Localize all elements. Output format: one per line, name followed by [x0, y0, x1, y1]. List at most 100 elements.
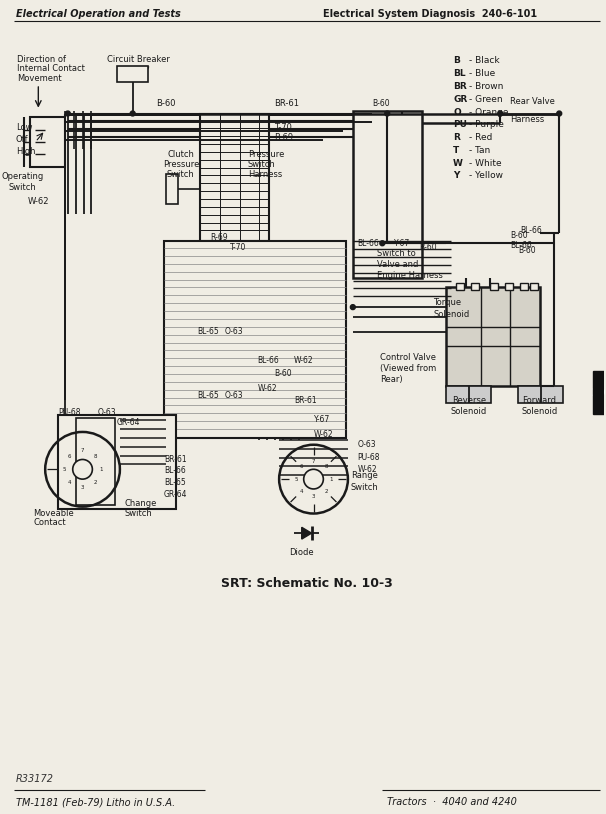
Text: Operating
Switch: Operating Switch: [1, 173, 44, 192]
Text: R: R: [453, 133, 460, 142]
Text: Solenoid: Solenoid: [451, 407, 487, 417]
Text: - Blue: - Blue: [469, 69, 495, 78]
Text: SRT: Schematic No. 10-3: SRT: Schematic No. 10-3: [221, 577, 393, 590]
Text: TM-1181 (Feb-79) Litho in U.S.A.: TM-1181 (Feb-79) Litho in U.S.A.: [16, 798, 175, 807]
Text: Torque: Torque: [433, 298, 462, 307]
Bar: [76, 418, 115, 505]
Text: BR-61: BR-61: [274, 98, 299, 107]
Circle shape: [385, 111, 390, 116]
Text: 2: 2: [94, 480, 98, 485]
Circle shape: [73, 459, 92, 479]
Text: Control Valve: Control Valve: [381, 353, 436, 362]
Text: Switch to: Switch to: [378, 249, 416, 258]
Bar: [245, 174, 262, 214]
Text: - Tan: - Tan: [469, 146, 490, 155]
Bar: [117, 66, 148, 82]
Circle shape: [65, 111, 70, 116]
Text: O: O: [453, 107, 461, 116]
Bar: [353, 111, 422, 278]
Text: BL-65: BL-65: [164, 478, 186, 487]
Text: W-62: W-62: [258, 383, 277, 393]
Bar: [446, 287, 539, 386]
Text: 8: 8: [94, 453, 98, 458]
Text: 3: 3: [81, 485, 84, 491]
Bar: [520, 282, 528, 291]
Bar: [518, 386, 563, 404]
Text: Range: Range: [351, 471, 378, 480]
Text: PU-68: PU-68: [58, 409, 81, 418]
Text: 2: 2: [324, 489, 328, 494]
Bar: [446, 386, 491, 404]
Text: T: T: [453, 146, 459, 155]
Bar: [490, 282, 498, 291]
Text: - Black: - Black: [469, 56, 499, 65]
Text: Moveable: Moveable: [33, 509, 74, 518]
Text: B-60: B-60: [510, 231, 528, 240]
Text: Circuit Breaker: Circuit Breaker: [107, 55, 170, 63]
Text: W-62: W-62: [294, 357, 313, 365]
Text: BL-66: BL-66: [164, 466, 186, 475]
Text: Valve and: Valve and: [378, 260, 419, 269]
Bar: [58, 415, 176, 509]
Text: GR: GR: [453, 94, 467, 104]
Text: BL: BL: [453, 69, 465, 78]
Bar: [457, 298, 496, 316]
Text: 1: 1: [99, 466, 103, 472]
Text: Solenoid: Solenoid: [433, 310, 470, 319]
Circle shape: [498, 111, 503, 116]
Text: 4: 4: [68, 480, 71, 485]
Text: W-62: W-62: [358, 466, 378, 475]
Text: B-60: B-60: [274, 369, 292, 378]
Bar: [166, 174, 178, 204]
Text: 5: 5: [62, 466, 65, 472]
Text: GR-64: GR-64: [117, 418, 141, 427]
Text: BL-66: BL-66: [520, 226, 542, 235]
Text: Pressure: Pressure: [162, 160, 199, 168]
Text: - Purple: - Purple: [469, 120, 504, 129]
Bar: [505, 282, 513, 291]
Bar: [593, 371, 604, 414]
Text: - Green: - Green: [469, 94, 502, 104]
Text: T-70: T-70: [230, 243, 247, 252]
Text: Diode: Diode: [290, 548, 314, 557]
Text: O-63: O-63: [225, 391, 244, 400]
Text: B-60: B-60: [156, 98, 176, 107]
Text: O-63: O-63: [225, 326, 244, 336]
Text: 10: 10: [591, 387, 606, 397]
Text: BL-65: BL-65: [198, 326, 219, 336]
Text: - Brown: - Brown: [469, 82, 503, 91]
Text: O-63: O-63: [358, 440, 376, 449]
Text: BR: BR: [453, 82, 467, 91]
Text: PU: PU: [453, 120, 467, 129]
Text: BL-66: BL-66: [510, 241, 532, 250]
Text: W: W: [453, 159, 463, 168]
Text: Pressure: Pressure: [248, 150, 284, 159]
Text: GR-64: GR-64: [164, 490, 188, 499]
Text: BR-61: BR-61: [164, 454, 187, 463]
Text: Tractors  ·  4040 and 4240: Tractors · 4040 and 4240: [387, 798, 517, 807]
Polygon shape: [302, 527, 311, 539]
Circle shape: [380, 241, 385, 246]
Text: B-60: B-60: [518, 246, 536, 256]
Text: Movement: Movement: [17, 74, 61, 83]
Text: PU-68: PU-68: [358, 453, 380, 462]
Bar: [456, 282, 464, 291]
Text: R-69: R-69: [210, 234, 228, 243]
Text: 5: 5: [294, 477, 298, 482]
Circle shape: [557, 111, 562, 116]
Text: B: B: [453, 56, 460, 65]
Bar: [530, 282, 538, 291]
Text: 6: 6: [68, 453, 71, 458]
Text: Off: Off: [16, 135, 28, 144]
Text: W-62: W-62: [313, 430, 333, 439]
Bar: [201, 113, 269, 241]
Text: Rear Valve: Rear Valve: [510, 97, 555, 106]
Text: High: High: [16, 147, 35, 156]
Circle shape: [304, 470, 324, 489]
Bar: [471, 282, 479, 291]
Text: B-60: B-60: [373, 98, 390, 107]
Text: BL-66: BL-66: [258, 357, 279, 365]
Circle shape: [350, 304, 355, 309]
Text: Switch: Switch: [167, 169, 195, 178]
Text: Rear): Rear): [381, 375, 403, 384]
